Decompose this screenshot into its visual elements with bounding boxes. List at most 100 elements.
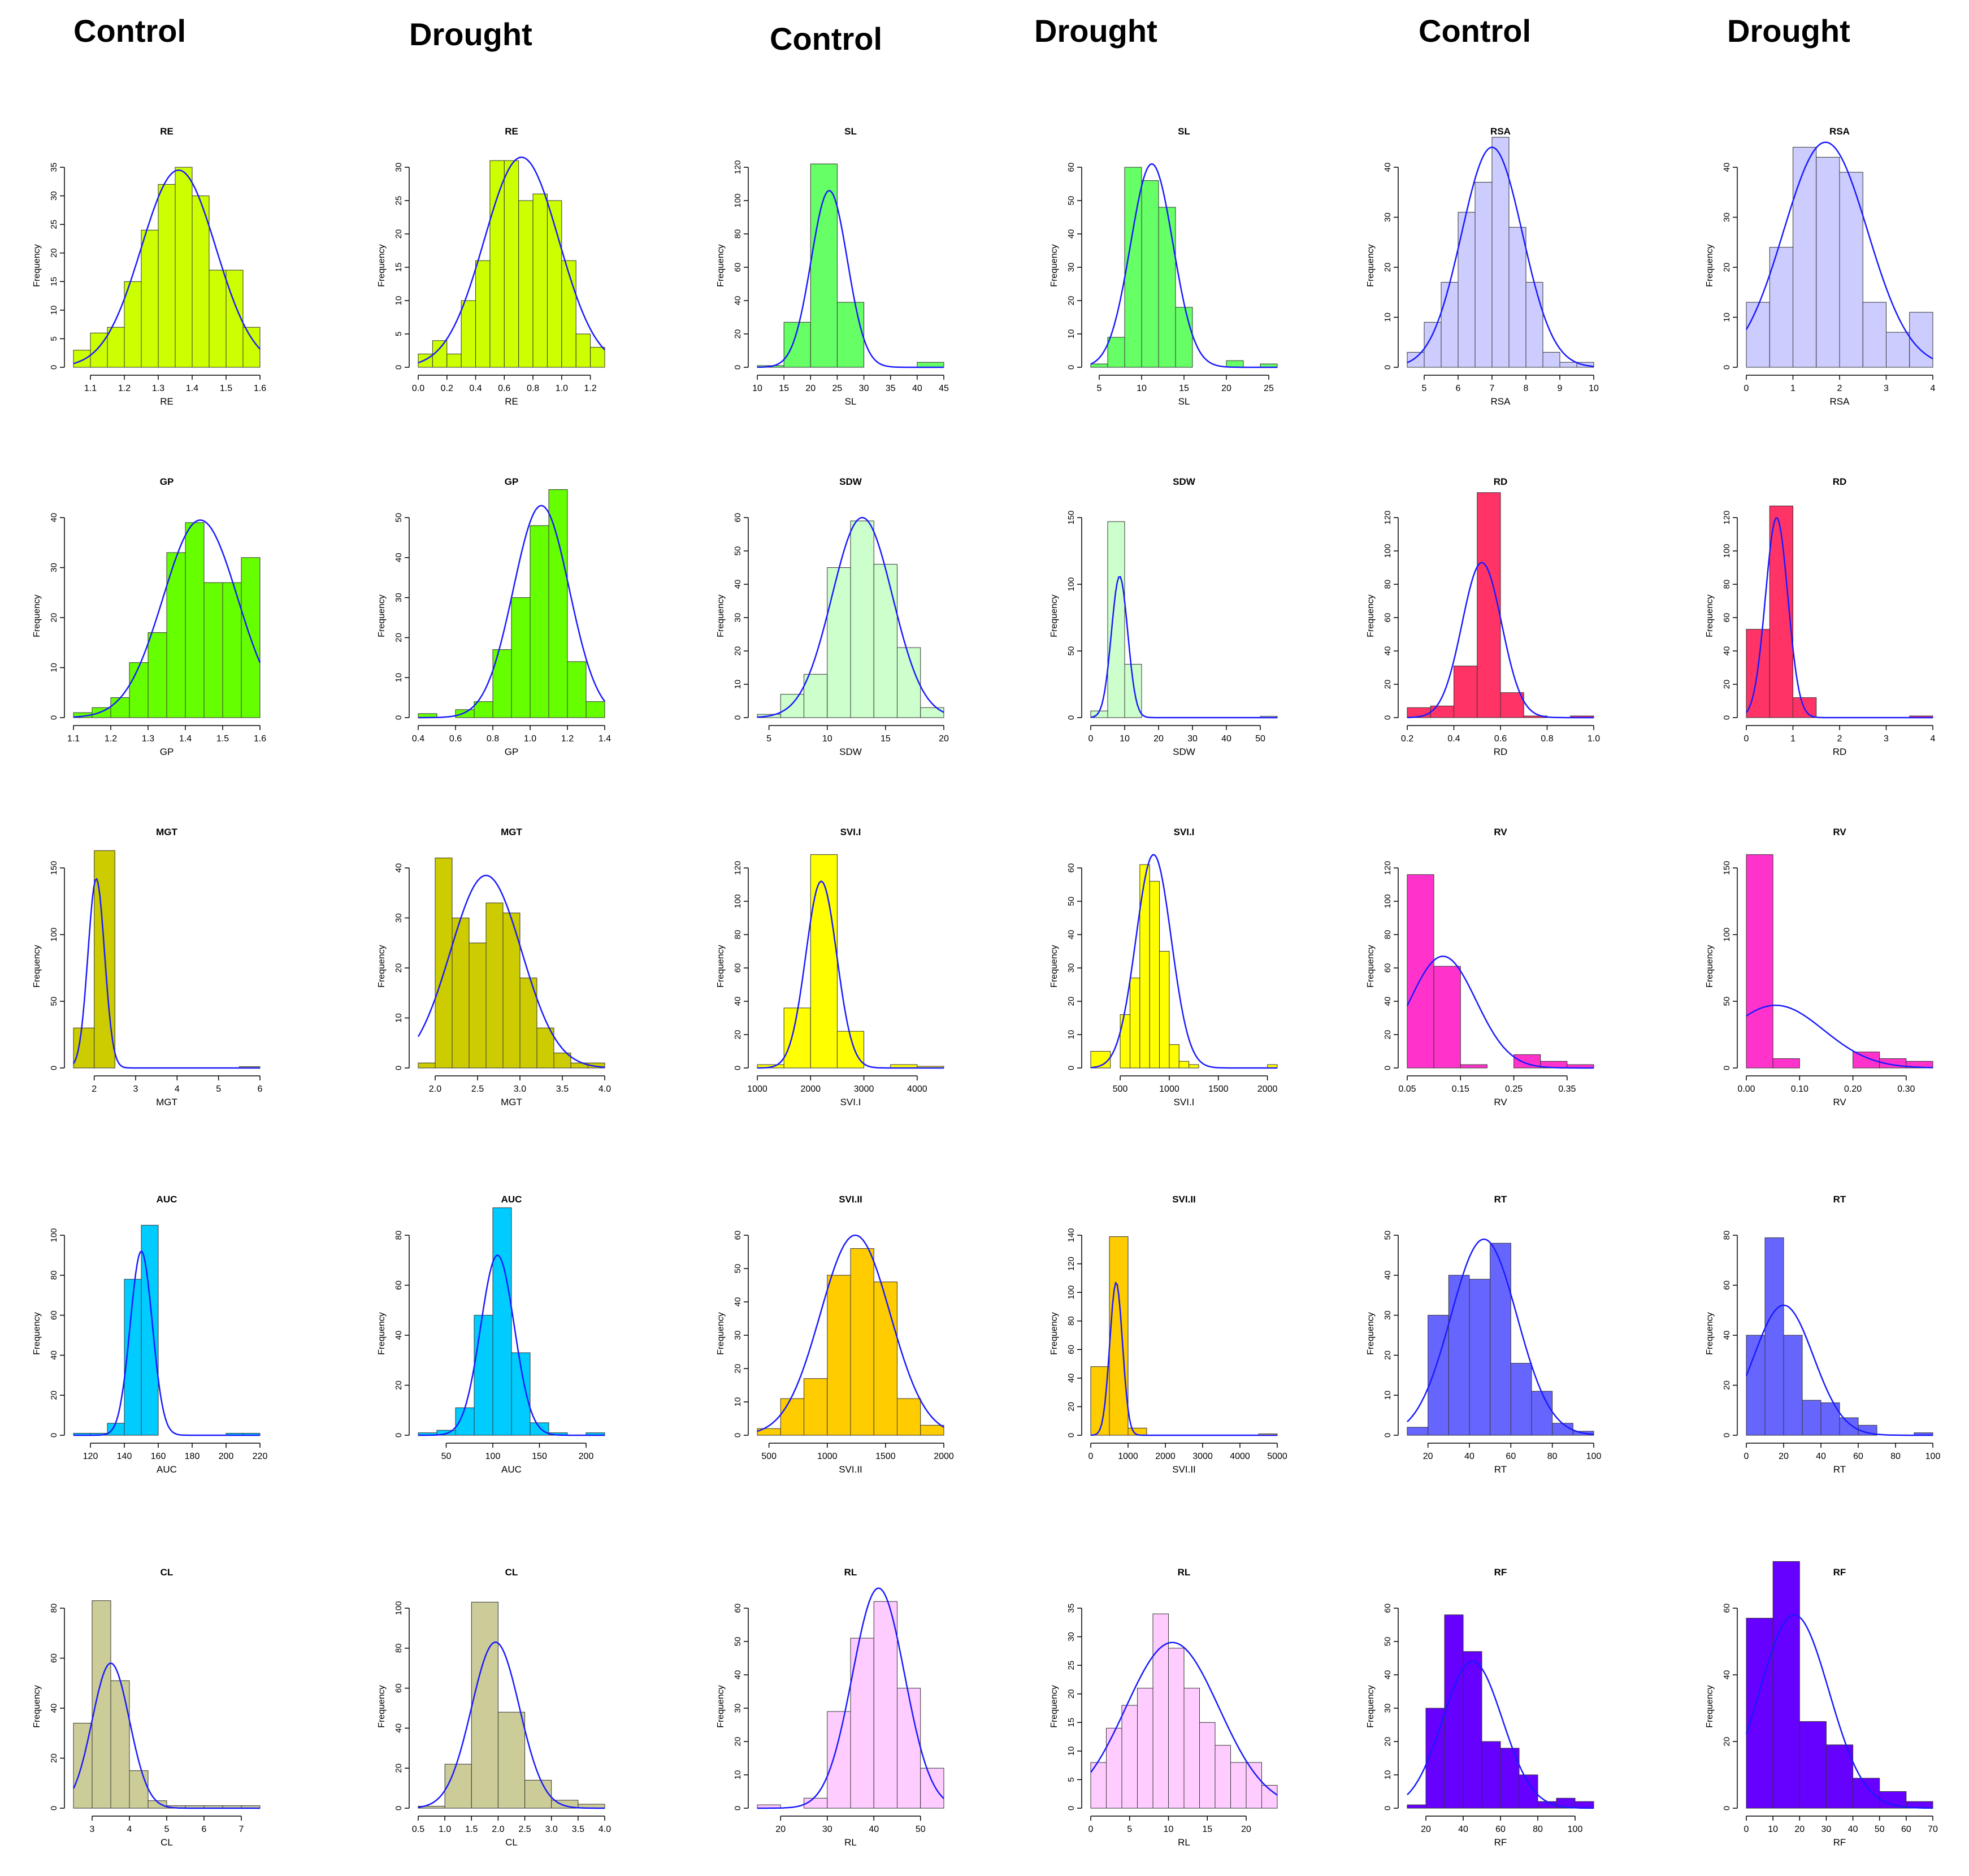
chart-title: AUC xyxy=(501,1194,522,1205)
histogram-bar xyxy=(920,1768,944,1809)
x-tick-label: 60 xyxy=(1495,1825,1506,1834)
y-tick-label: 150 xyxy=(1066,510,1076,524)
x-axis-label: RT xyxy=(1833,1464,1846,1475)
y-tick-label: 10 xyxy=(1066,1030,1076,1040)
y-tick-label: 150 xyxy=(1722,861,1732,875)
x-tick-label: 20 xyxy=(1153,734,1164,744)
x-tick-label: 35 xyxy=(886,384,896,393)
x-tick-label: 1.3 xyxy=(152,384,164,393)
histogram-bar xyxy=(586,701,605,718)
y-tick-label: 10 xyxy=(733,1770,743,1780)
x-tick-label: 7 xyxy=(239,1825,244,1834)
histogram-panel-0: RE 1.1 1.2 1.3 1.4 1.5 1.6 RE 0 5 10 15 20 25 30 35 Freq… xyxy=(32,126,266,407)
y-tick-label: 100 xyxy=(733,894,743,908)
histogram-bar xyxy=(1783,1335,1803,1436)
histogram-bar xyxy=(1906,1061,1933,1069)
chart-title: RSA xyxy=(1490,126,1511,137)
normal-curve xyxy=(1745,1304,1933,1436)
histogram-bar xyxy=(827,567,851,718)
x-tick-label: 100 xyxy=(1568,1825,1583,1834)
y-tick-label: 0 xyxy=(1722,1433,1732,1438)
y-tick-label: 100 xyxy=(1066,577,1076,591)
x-tick-label: 0 xyxy=(1088,734,1094,744)
y-axis-label: Frequency xyxy=(716,594,726,637)
x-tick-label: 5000 xyxy=(1267,1452,1287,1461)
x-tick-label: 1.3 xyxy=(142,734,154,744)
x-tick-label: 200 xyxy=(579,1452,594,1461)
y-tick-label: 30 xyxy=(1066,963,1076,973)
x-tick-label: 20 xyxy=(1779,1452,1789,1461)
x-tick-label: 15 xyxy=(1202,1825,1212,1834)
histogram-bar xyxy=(897,647,921,718)
histogram-bar xyxy=(590,347,605,368)
histogram-bar xyxy=(780,694,804,718)
histogram-bar xyxy=(1746,629,1770,718)
y-tick-label: 80 xyxy=(49,1604,59,1613)
normal-curve xyxy=(1407,1238,1594,1435)
normal-curve xyxy=(73,1250,260,1436)
histogram-bar xyxy=(1129,978,1140,1069)
normal-curve xyxy=(1407,1661,1594,1809)
histogram-bar xyxy=(1825,1744,1854,1809)
x-axis-label: AUC xyxy=(157,1464,177,1475)
histogram-bar xyxy=(1531,1391,1553,1436)
histogram-bar xyxy=(518,200,534,368)
column-header-control-2: Control xyxy=(770,21,883,57)
chart-title: SL xyxy=(1178,126,1190,137)
x-tick-label: 80 xyxy=(1547,1452,1558,1461)
chart-title: RF xyxy=(1494,1567,1507,1578)
x-axis-label: SVI.I xyxy=(1174,1097,1195,1108)
chart-title: RE xyxy=(505,126,518,137)
y-axis-label: Frequency xyxy=(32,1312,42,1355)
y-axis-label: Frequency xyxy=(1049,244,1059,287)
y-tick-label: 60 xyxy=(49,1310,59,1320)
y-tick-label: 100 xyxy=(394,1601,404,1615)
y-tick-label: 15 xyxy=(1066,1718,1076,1727)
histogram-bar xyxy=(444,1764,472,1809)
y-tick-label: 30 xyxy=(394,593,404,602)
x-tick-label: 220 xyxy=(253,1452,268,1461)
histogram-bar xyxy=(1107,521,1125,718)
x-tick-label: 2.5 xyxy=(471,1084,484,1094)
x-tick-label: 3.5 xyxy=(556,1084,569,1094)
histogram-panel-21: SVI.II 0 1000 2000 3000 4000 5000 SVI.II 0 20 40 60… xyxy=(1049,1194,1287,1475)
histogram-panel-25: CL 0.5 1.0 1.5 2.0 2.5 3.0 3.5 4.0 CL 0 20 40 60 80 100… xyxy=(377,1567,611,1848)
y-tick-label: 0 xyxy=(1383,715,1393,720)
y-tick-label: 20 xyxy=(1383,1350,1393,1360)
histogram-bar xyxy=(1746,1618,1773,1809)
y-tick-label: 35 xyxy=(1066,1604,1076,1613)
histogram-bar xyxy=(1477,492,1501,718)
x-tick-label: 1500 xyxy=(1208,1084,1229,1094)
histogram-bar xyxy=(141,229,159,368)
y-tick-label: 120 xyxy=(733,160,743,174)
histogram-bar xyxy=(1226,360,1244,368)
histogram-bar xyxy=(1090,363,1108,368)
y-tick-label: 80 xyxy=(1383,580,1393,589)
histogram-panel-19: AUC 50 100 150 200 AUC 0 20 40 60 80 Frequency xyxy=(377,1194,605,1475)
y-tick-label: 20 xyxy=(49,1391,59,1400)
x-tick-label: 1.2 xyxy=(105,734,117,744)
y-tick-label: 0 xyxy=(1383,1066,1393,1070)
x-tick-label: 3000 xyxy=(854,1084,874,1094)
y-tick-label: 140 xyxy=(1066,1228,1076,1242)
y-tick-label: 40 xyxy=(394,553,404,562)
x-tick-label: 4000 xyxy=(1230,1452,1250,1461)
histogram-bar xyxy=(1458,212,1476,368)
x-tick-label: 50 xyxy=(1875,1825,1885,1834)
x-axis-label: SDW xyxy=(839,746,862,757)
normal-curve xyxy=(757,516,944,718)
histogram-bar xyxy=(1474,182,1493,368)
x-tick-label: 60 xyxy=(1853,1452,1863,1461)
normal-curve xyxy=(72,1662,260,1809)
x-axis-label: SL xyxy=(845,396,857,407)
histogram-bar xyxy=(1542,351,1560,368)
y-tick-label: 20 xyxy=(1722,680,1732,689)
y-tick-label: 40 xyxy=(1383,646,1393,656)
chart-title: RV xyxy=(1833,827,1846,837)
x-tick-label: 0 xyxy=(1088,1452,1094,1461)
y-tick-label: 60 xyxy=(733,963,743,973)
chart-title: RE xyxy=(160,126,174,137)
y-tick-label: 20 xyxy=(733,1364,743,1374)
histogram-bar xyxy=(474,701,493,718)
histogram-bar xyxy=(446,353,462,368)
